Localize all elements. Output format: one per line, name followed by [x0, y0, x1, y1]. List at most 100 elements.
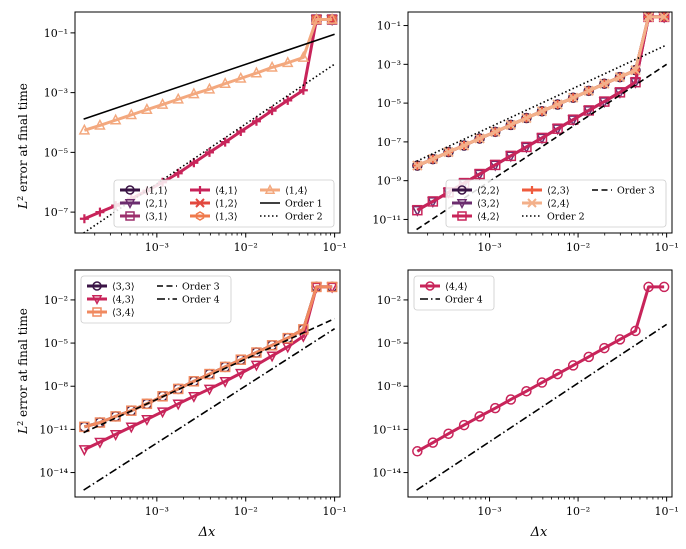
data-point [552, 99, 563, 110]
data-point [172, 383, 184, 395]
y-tick-label: 10⁻⁸ [377, 380, 402, 393]
x-tick-label: 10⁻¹ [322, 505, 346, 518]
data-point [583, 85, 594, 97]
legend-box [80, 275, 232, 324]
data-point [643, 281, 654, 293]
data-point [489, 159, 501, 171]
legend-marker [91, 295, 103, 306]
data-point [567, 360, 579, 371]
data-point [172, 399, 184, 411]
data-point [251, 116, 261, 126]
panel-bottom-right: 10⁻³ 10⁻² 10⁻¹ 10⁻¹⁴ 10⁻¹¹ 10⁻⁸ 10⁻⁵ 10⁻² ⟨4,4⟩ O… [372, 269, 679, 518]
data-point [412, 446, 423, 457]
legend-label: ⟨3,3⟩ [112, 282, 135, 293]
legend-label: ⟨3,1⟩ [145, 212, 168, 223]
legend-marker [527, 198, 537, 208]
x-tick-label: 10⁻² [234, 241, 258, 254]
data-point [505, 119, 517, 131]
data-point [536, 377, 548, 388]
x-tick-label: 10⁻³ [477, 241, 501, 254]
legend-label: ⟨2,2⟩ [477, 186, 500, 197]
data-point [310, 12, 323, 24]
y-tick-label: 10⁻¹⁴ [39, 467, 68, 480]
data-point [427, 153, 439, 165]
legend-label: ⟨4,1⟩ [215, 186, 238, 197]
data-point [630, 64, 641, 76]
data-point [109, 430, 122, 441]
data-point [412, 160, 423, 171]
data-point [250, 360, 263, 372]
data-point [443, 428, 454, 439]
legend-marker [196, 186, 204, 194]
y-tick-label: 10⁻⁵ [44, 337, 68, 350]
legend-marker [457, 185, 467, 195]
data-point [599, 342, 610, 354]
x-tick-label: 10⁻³ [477, 505, 501, 518]
data-point [474, 133, 485, 144]
legend-marker [195, 198, 205, 208]
legend: ⟨4,4⟩ Order 4 [413, 275, 495, 311]
data-point [235, 71, 247, 83]
axes-frame [74, 269, 341, 498]
reference-line [83, 33, 335, 120]
y-tick-label: 10⁻⁵ [44, 146, 68, 159]
data-point [282, 56, 294, 68]
y-tick-label: 10⁻⁸ [44, 380, 69, 393]
legend-marker [425, 281, 435, 291]
plot-area [78, 12, 338, 233]
data-point [298, 324, 309, 335]
data-point [157, 391, 168, 402]
data-point [188, 87, 200, 99]
data-point [297, 50, 310, 62]
data-point [474, 411, 485, 422]
data-point [283, 95, 293, 105]
legend: ⟨2,2⟩ ⟨3,2⟩ ⟨4,2⟩ ⟨2,3⟩ ⟨2,4⟩ Order 2 Order 3 [445, 179, 667, 228]
data-point [311, 281, 322, 293]
data-point [203, 82, 216, 94]
y-tick-label: 10⁻¹ [377, 20, 401, 33]
data-point [219, 361, 231, 373]
data-point [94, 437, 106, 449]
data-point [204, 147, 214, 157]
reference-line [83, 317, 335, 434]
legend: ⟨1,1⟩ ⟨2,1⟩ ⟨3,1⟩ ⟨4,1⟩ ⟨1,2⟩ ⟨1,3⟩ ⟨1,4⟩ Order… [113, 179, 335, 228]
legend-label: ⟨4,4⟩ [445, 282, 468, 293]
xlabel-right: Δx [530, 525, 548, 540]
legend-label: Order 2 [285, 212, 323, 223]
data-point [505, 394, 517, 405]
xlabel-left: Δx [198, 525, 216, 540]
data-point [236, 126, 246, 136]
y-tick-label: 10⁻¹¹ [39, 423, 68, 436]
x-tick-label: 10⁻¹ [655, 505, 679, 518]
legend-box [445, 179, 667, 228]
panel-top-right: 10⁻³ 10⁻² 10⁻¹ 10⁻¹¹ 10⁻⁹ 10⁻⁷ 10⁻⁵ 10⁻³ 10⁻¹ ⟨2,… [372, 11, 679, 254]
x-tick-label: 10⁻¹ [322, 241, 346, 254]
data-point [521, 385, 532, 397]
data-point [126, 405, 137, 416]
data-point [326, 281, 338, 293]
y-tick-label: 10⁻² [44, 294, 68, 307]
legend-marker [528, 186, 536, 194]
data-point [630, 325, 641, 337]
data-point [250, 66, 263, 78]
legend-marker [456, 199, 468, 210]
legend-marker [125, 211, 135, 221]
data-point [614, 71, 626, 83]
data-point [536, 132, 548, 144]
data-point [490, 126, 501, 138]
data-point [109, 113, 122, 125]
data-point [583, 105, 595, 116]
data-point [427, 437, 439, 448]
data-point [505, 150, 517, 162]
data-point [141, 414, 153, 426]
legend-marker [92, 281, 102, 291]
data-point [173, 168, 183, 178]
axes-frame [407, 269, 673, 498]
x-tick-label: 10⁻² [566, 505, 590, 518]
legend-label: ⟨2,4⟩ [547, 199, 570, 210]
data-point [427, 196, 439, 207]
data-point [125, 108, 138, 120]
data-point [327, 14, 337, 25]
data-point [552, 123, 563, 134]
y-tick-label: 10⁻¹ [44, 27, 68, 40]
